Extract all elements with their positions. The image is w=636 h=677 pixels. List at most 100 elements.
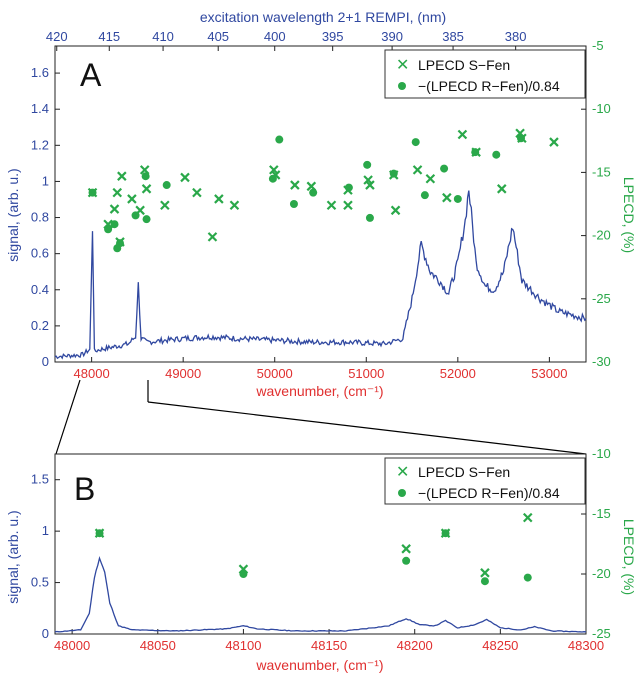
point-r-fen [523, 573, 532, 582]
point-s-fen [139, 165, 150, 175]
x-top-tick-label: 380 [505, 29, 527, 44]
x-tick-label: 48250 [482, 638, 518, 653]
point-s-fen [457, 129, 468, 140]
point-s-fen [442, 192, 452, 203]
point-s-fen [290, 180, 300, 190]
signal-line [54, 190, 587, 360]
point-r-fen [480, 577, 489, 586]
x-top-tick-label: 415 [98, 29, 120, 44]
point-s-fen [207, 232, 218, 242]
point-s-fen [326, 200, 337, 211]
point-r-fen [389, 169, 398, 178]
y-left-tick-label: 1.5 [31, 472, 49, 487]
svg-text:✕: ✕ [396, 464, 409, 481]
point-s-fen [343, 200, 353, 211]
y-right-tick-label: -25 [592, 626, 611, 641]
x-top-tick-label: 400 [264, 29, 286, 44]
point-s-fen [214, 194, 224, 204]
point-s-fen [496, 184, 507, 194]
x-tick-label: 48150 [311, 638, 347, 653]
x-tick-label: 48000 [54, 638, 90, 653]
y-right-tick-label: -20 [592, 566, 611, 581]
panel-a-legend: ✕ LPECD S−Fen −(LPECD R−Fen)/0.84 [384, 49, 586, 99]
x-top-tick-label: 395 [322, 29, 344, 44]
x-tick-label: 53000 [531, 366, 567, 381]
x-tick-label: 50000 [257, 366, 293, 381]
y-right-tick-label: -25 [592, 291, 611, 306]
x-top-tick-label: 420 [46, 29, 68, 44]
point-s-fen [390, 205, 401, 216]
point-s-fen [127, 194, 137, 204]
x-top-tick-label: 410 [152, 29, 174, 44]
point-r-fen [309, 188, 318, 197]
point-s-fen [160, 200, 170, 211]
x-top-tick-label: 390 [381, 29, 403, 44]
panel-b-legend: ✕ LPECD S−Fen −(LPECD R−Fen)/0.84 [384, 457, 586, 505]
panel-a-ylabel-left: signal, (arb. u.) [5, 168, 21, 261]
point-s-fen [401, 544, 411, 554]
y-right-tick-label: -20 [592, 228, 611, 243]
point-s-fen [141, 184, 152, 194]
panel-a-ylabel-right: LPECD, (%) [621, 177, 636, 253]
panel-a-letter: A [80, 57, 102, 93]
x-tick-label: 48200 [397, 638, 433, 653]
point-r-fen [110, 220, 119, 229]
point-r-fen [453, 194, 462, 203]
panel-b-letter: B [74, 471, 95, 507]
legend-b-entry-r-fen: −(LPECD R−Fen)/0.84 [418, 485, 560, 501]
point-s-fen [109, 204, 120, 214]
point-r-fen [492, 150, 501, 159]
zoom-connector [55, 379, 587, 455]
point-r-fen [141, 172, 150, 181]
point-r-fen [268, 174, 277, 183]
y-left-tick-label: 1.2 [31, 137, 49, 152]
point-r-fen [104, 225, 113, 234]
point-r-fen [116, 239, 125, 248]
point-r-fen [239, 570, 248, 578]
y-left-tick-label: 1.6 [31, 65, 49, 80]
point-s-fen [229, 200, 240, 211]
point-s-fen [112, 187, 123, 198]
x-top-tick-label: 385 [442, 29, 464, 44]
x-tick-label: 48300 [568, 638, 604, 653]
point-r-fen [440, 164, 449, 173]
point-s-fen [412, 165, 423, 175]
legend-b-entry-s-fen: LPECD S−Fen [418, 464, 510, 480]
legend-dot-marker [398, 82, 406, 90]
y-left-tick-label: 1 [42, 523, 49, 538]
panel-b: 48000 48050 48100 48150 48200 48250 48300 0 0.5 1… [5, 446, 636, 673]
y-left-tick-label: 0.6 [31, 246, 49, 261]
point-r-fen [275, 135, 284, 144]
y-right-tick-label: -10 [592, 446, 611, 461]
point-s-fen [180, 172, 190, 183]
x-top-tick-label: 405 [207, 29, 229, 44]
point-s-fen [365, 180, 375, 190]
point-r-fen [162, 181, 171, 190]
point-s-fen [192, 187, 202, 198]
panel-b-xlabel: wavenumber, (cm⁻¹) [255, 657, 383, 673]
point-r-fen [441, 529, 450, 538]
point-s-fen [522, 512, 533, 523]
panel-a-top-xlabel: excitation wavelength 2+1 REMPI, (nm) [200, 9, 446, 25]
panel-a-frame [54, 45, 587, 363]
x-tick-label: 49000 [165, 366, 201, 381]
y-left-tick-label: 0.5 [31, 575, 49, 590]
point-r-fen [344, 183, 353, 192]
point-r-fen [142, 215, 151, 224]
point-s-fen [480, 568, 490, 578]
point-s-fen [117, 171, 127, 181]
point-r-fen [289, 200, 298, 208]
y-left-tick-label: 0 [42, 354, 49, 369]
x-tick-label: 48050 [140, 638, 176, 653]
point-r-fen [131, 211, 140, 220]
panel-b-ylabel-right: LPECD, (%) [621, 519, 636, 595]
point-r-fen [471, 148, 480, 157]
signal-line [54, 555, 587, 633]
y-left-tick-label: 1.4 [31, 101, 49, 116]
y-right-tick-label: -15 [592, 164, 611, 179]
y-left-tick-label: 0.4 [31, 282, 49, 297]
point-r-fen [516, 134, 525, 143]
legend-x-marker: ✕ [396, 57, 409, 74]
panel-a-xlabel: wavenumber, (cm⁻¹) [255, 383, 383, 399]
